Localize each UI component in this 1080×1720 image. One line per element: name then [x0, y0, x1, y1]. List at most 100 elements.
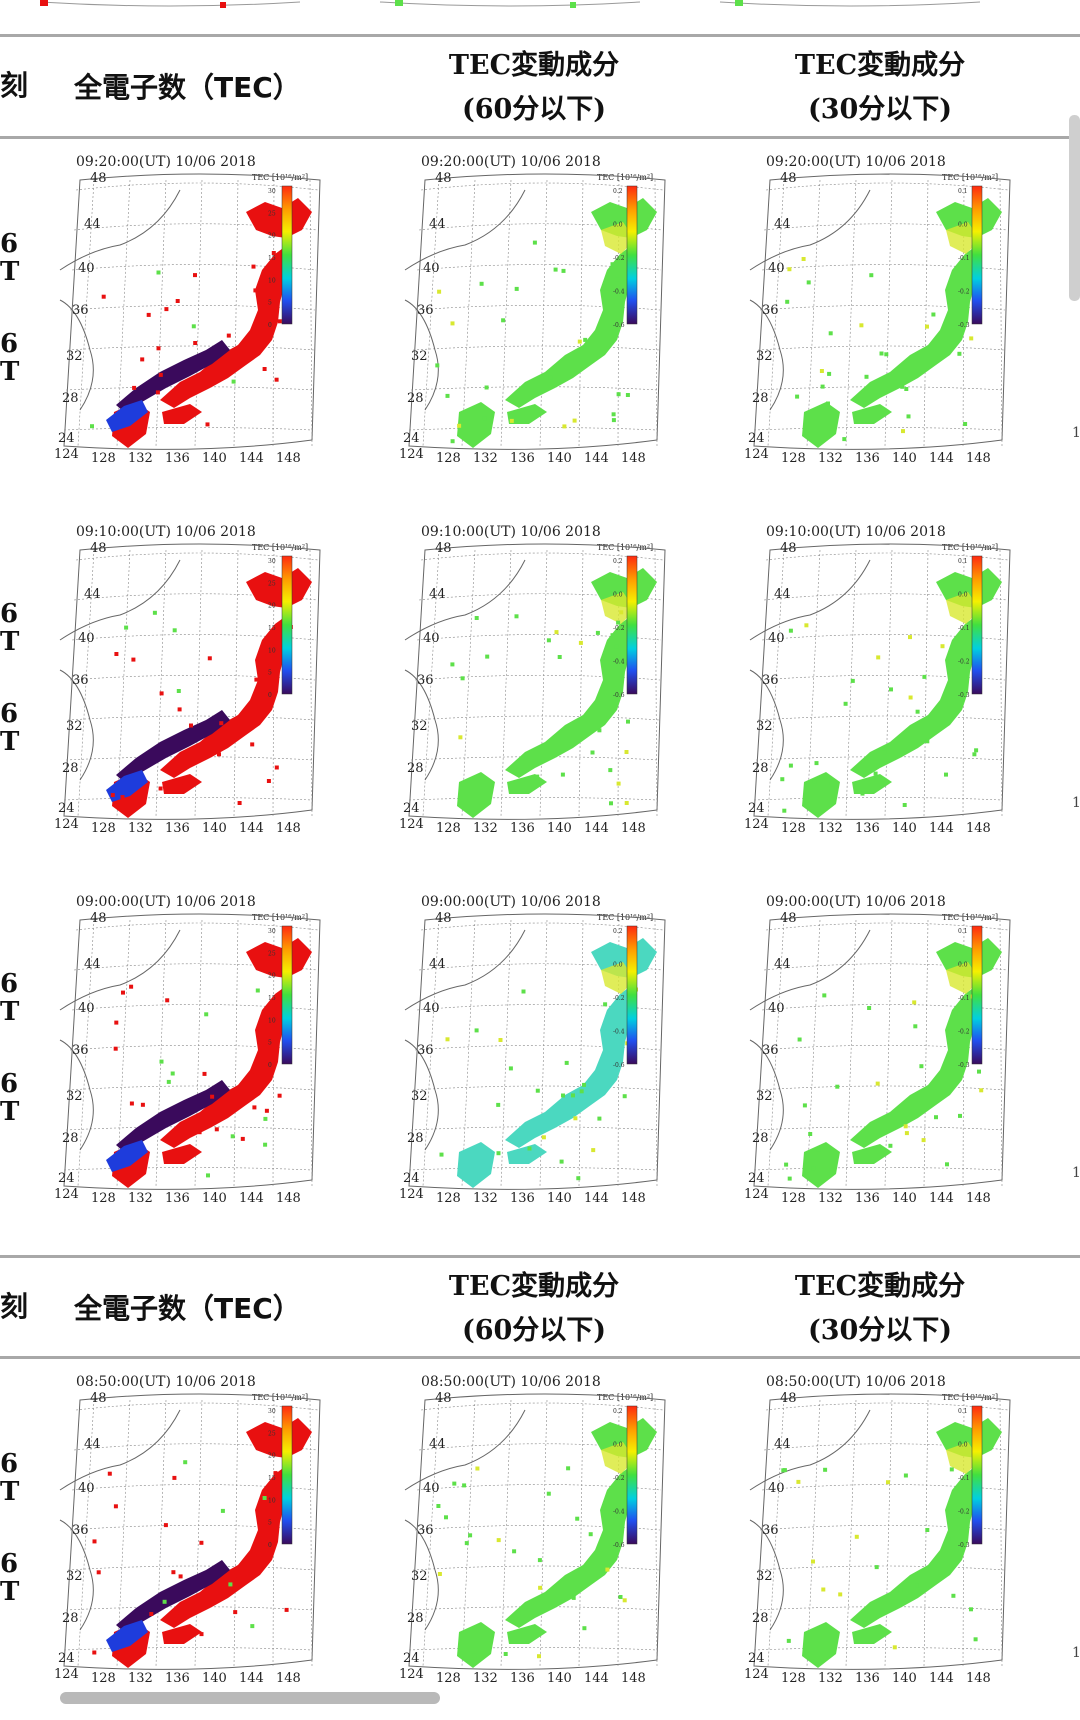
colorbar-tick-label: 25 — [268, 1430, 276, 1437]
latitude-label: 28 — [752, 1611, 769, 1626]
side-label-letter: T — [0, 257, 20, 287]
station-dot — [780, 777, 785, 782]
longitude-gridline — [654, 919, 658, 1187]
station-dot — [254, 677, 259, 682]
station-dot — [867, 1006, 872, 1010]
station-dot — [812, 779, 817, 784]
station-dot — [925, 324, 929, 329]
station-dot — [948, 1035, 953, 1039]
longitude-label: 148 — [966, 1191, 991, 1206]
var60-map: 09:20:00(UT) 10/06 2018 TEC [10¹⁶/m²] 0.2 0… — [399, 154, 666, 466]
station-dot — [869, 273, 874, 278]
station-dot — [474, 1028, 479, 1033]
map-timestamp: 08:50:00(UT) 10/06 2018 — [766, 1374, 946, 1390]
latitude-gridline — [412, 1085, 660, 1091]
longitude-label: 140 — [892, 1671, 917, 1686]
honshu-region — [850, 986, 982, 1148]
colorbar-tick-label: 0.0 — [958, 592, 968, 599]
colorbar — [971, 185, 983, 325]
station-dot — [958, 1113, 962, 1118]
latitude-label: 48 — [90, 171, 107, 186]
station-dot — [619, 610, 624, 615]
latitude-label: 36 — [72, 1043, 89, 1058]
latitude-label: 36 — [417, 1523, 434, 1538]
station-dot — [788, 628, 793, 633]
longitude-label: 148 — [276, 451, 301, 466]
station-dot — [806, 280, 811, 285]
longitude-gridline — [806, 549, 821, 817]
latitude-gridline — [71, 634, 317, 641]
longitude-gridline — [767, 1399, 785, 1667]
latitude-label: 32 — [66, 1089, 83, 1104]
colorbar-tick-label: 0.0 — [958, 1442, 968, 1449]
station-dot — [193, 341, 198, 345]
station-dot — [475, 1466, 480, 1471]
honshu-region — [160, 1466, 292, 1628]
station-dot — [575, 1516, 580, 1521]
scrollbar-thumb[interactable] — [1069, 115, 1080, 301]
colorbar-tick-label: 0.2 — [613, 188, 623, 195]
continent-coastline — [404, 189, 526, 411]
station-dot — [191, 324, 196, 329]
station-dot — [557, 655, 562, 659]
station-dot — [140, 1102, 145, 1107]
shikoku-region — [162, 1624, 202, 1644]
tec-map-panel: 09:10:00(UT) 10/06 2018 TEC [10¹⁶/m²] 30 25… — [50, 520, 350, 870]
longitude-gridline — [461, 1399, 476, 1667]
latitude-gridline — [75, 552, 319, 561]
station-dot — [548, 375, 553, 380]
longitude-label: 128 — [781, 821, 806, 836]
station-dot — [436, 1504, 441, 1508]
var60-map-panel: 09:00:00(UT) 10/06 2018 TEC [10¹⁶/m²] 0.2 0… — [395, 890, 695, 1240]
longitude-gridline — [884, 1399, 893, 1667]
shikoku-region — [852, 1624, 892, 1644]
latitude-label: 32 — [756, 1089, 773, 1104]
longitude-label: 144 — [584, 1191, 609, 1206]
var60-column-label: TEC変動成分 (60分以下) — [404, 44, 664, 132]
longitude-gridline — [806, 1399, 821, 1667]
longitude-label: 148 — [966, 821, 991, 836]
latitude-label: 28 — [752, 391, 769, 406]
longitude-label: 132 — [473, 1671, 498, 1686]
station-dot — [590, 750, 595, 755]
var60-map-panel: 09:20:00(UT) 10/06 2018 TEC [10¹⁶/m²] 0.2 0… — [395, 150, 695, 500]
colorbar-unit: TEC [10¹⁶/m²] — [942, 913, 998, 922]
station-dot — [201, 385, 206, 390]
station-dot — [485, 654, 490, 659]
longitude-label: 128 — [436, 1671, 461, 1686]
side-label-digit: 6 — [0, 1549, 19, 1579]
right-edge-label: 1 — [1072, 1645, 1080, 1661]
side-label-digit: 6 — [0, 1069, 19, 1099]
latitude-label: 28 — [62, 391, 79, 406]
colorbar-tick-label: 0.2 — [613, 1408, 623, 1415]
side-label-digit: 6 — [0, 329, 19, 359]
station-dot — [210, 1094, 215, 1099]
station-dot — [561, 1093, 565, 1098]
station-dot — [588, 1532, 593, 1537]
station-dot — [231, 379, 236, 384]
kyushu-region — [457, 1622, 495, 1668]
colorbar-tick-label: 30 — [268, 1408, 276, 1415]
colorbar-tick-label: -0.6 — [613, 692, 625, 699]
latitude-label: 36 — [72, 1523, 89, 1538]
colorbar-tick-label: -0.1 — [958, 255, 970, 262]
station-dot — [618, 1595, 623, 1599]
station-dot — [263, 1116, 268, 1121]
horizontal-scrollbar[interactable] — [60, 1692, 440, 1704]
station-dot — [605, 1567, 610, 1572]
latitude-gridline — [67, 1085, 315, 1091]
station-dot — [193, 273, 197, 278]
station-dot — [940, 644, 945, 649]
station-dot — [826, 401, 830, 406]
continent-coastline — [59, 1409, 181, 1631]
longitude-label: 144 — [584, 1671, 609, 1686]
station-dot — [859, 323, 864, 328]
longitude-gridline — [422, 549, 440, 817]
longitude-gridline — [461, 919, 476, 1187]
latitude-label: 24 — [748, 431, 765, 446]
longitude-gridline — [999, 549, 1003, 817]
shikoku-region — [162, 404, 202, 424]
colorbar-tick-label: 15 — [268, 1475, 276, 1482]
station-dot — [564, 1060, 569, 1065]
